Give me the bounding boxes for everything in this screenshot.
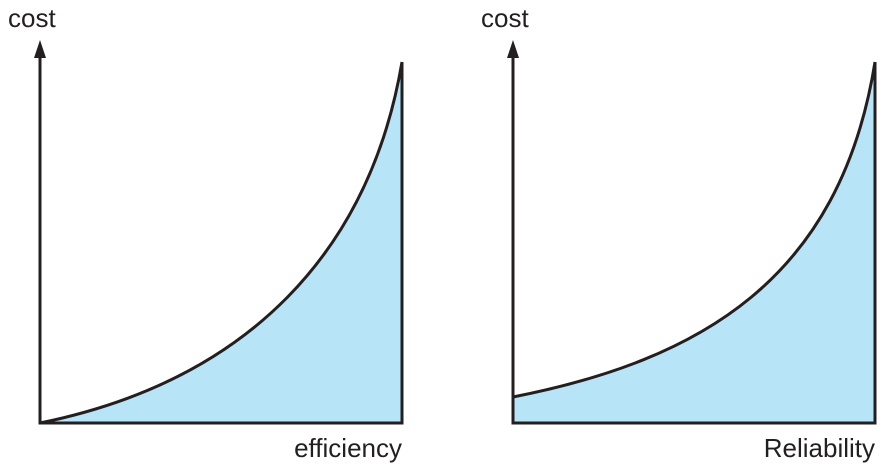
panel-right: cost Reliability xyxy=(481,3,877,463)
curve xyxy=(39,61,404,425)
x-label: efficiency xyxy=(294,433,402,463)
panel-left: cost efficiency xyxy=(8,3,404,463)
y-label: cost xyxy=(8,3,56,33)
y-label: cost xyxy=(481,3,529,33)
curve xyxy=(512,61,877,399)
area xyxy=(40,62,402,423)
y-arrow xyxy=(507,40,519,58)
y-arrow xyxy=(34,40,46,58)
x-label: Reliability xyxy=(764,433,875,463)
area xyxy=(513,62,875,423)
